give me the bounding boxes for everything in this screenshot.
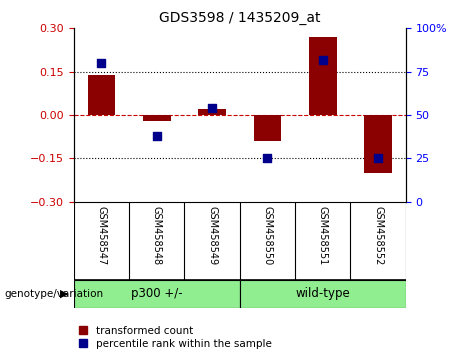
Bar [74, 280, 240, 308]
Bar [88, 75, 115, 115]
Point [319, 57, 326, 62]
Legend: transformed count, percentile rank within the sample: transformed count, percentile rank withi… [79, 326, 272, 349]
Bar [240, 280, 406, 308]
Title: GDS3598 / 1435209_at: GDS3598 / 1435209_at [159, 11, 320, 24]
Text: ▶: ▶ [60, 289, 68, 299]
Point [374, 156, 382, 161]
Text: wild-type: wild-type [296, 287, 350, 300]
Text: genotype/variation: genotype/variation [5, 289, 104, 299]
Text: GSM458552: GSM458552 [373, 206, 383, 265]
Text: GSM458547: GSM458547 [96, 206, 106, 265]
Bar [143, 115, 171, 121]
Text: GSM458548: GSM458548 [152, 206, 162, 265]
Point [264, 156, 271, 161]
Bar [198, 109, 226, 115]
Point [208, 105, 216, 111]
Bar [364, 115, 392, 173]
Text: p300 +/-: p300 +/- [131, 287, 183, 300]
Point [98, 60, 105, 66]
Bar [254, 115, 281, 141]
Text: GSM458550: GSM458550 [262, 206, 272, 265]
Text: GSM458551: GSM458551 [318, 206, 328, 265]
Text: GSM458549: GSM458549 [207, 206, 217, 265]
Point [153, 133, 160, 139]
Bar [309, 37, 337, 115]
